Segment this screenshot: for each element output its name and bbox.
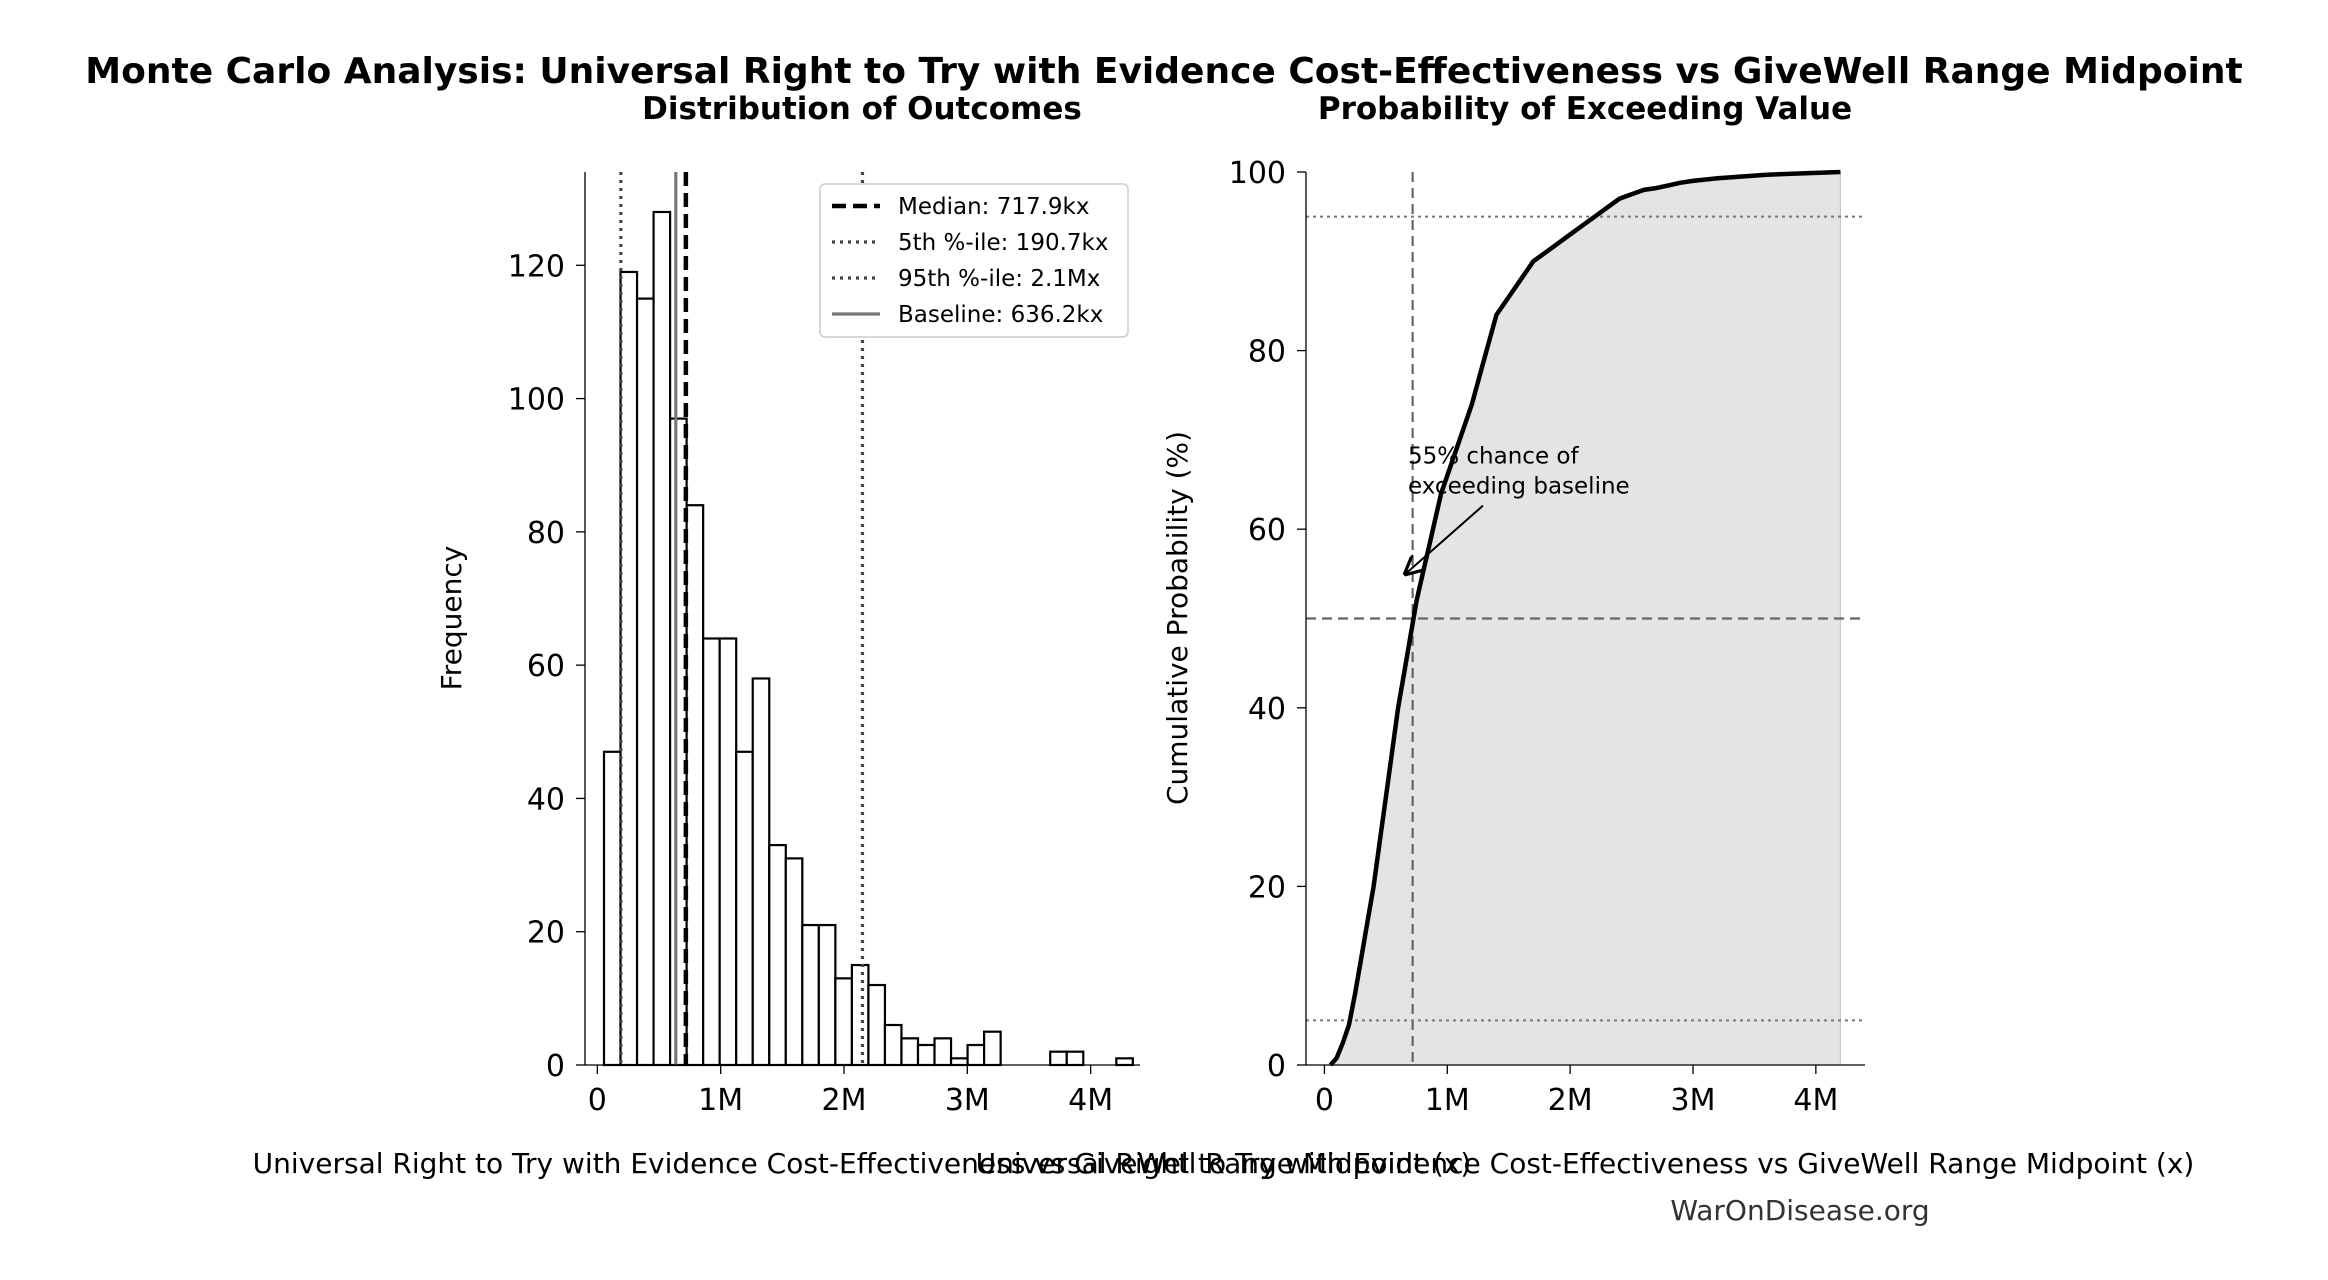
y-tick-label: 60	[1248, 513, 1286, 548]
histogram-bar	[834, 977, 853, 1067]
y-tick-label: 80	[1248, 335, 1286, 370]
x-tick-label: 0	[1315, 1083, 1334, 1118]
histogram-bar	[1049, 1050, 1068, 1067]
exceedance-title: Probability of Exceeding Value	[1318, 91, 1852, 127]
x-tick-label: 1M	[1425, 1083, 1470, 1118]
histogram-bar	[801, 923, 820, 1067]
histogram-bar	[900, 1037, 920, 1067]
histogram-bar	[867, 983, 887, 1067]
y-tick-label: 100	[1229, 156, 1286, 191]
y-tick-label: 40	[527, 782, 565, 817]
histogram-bar	[735, 750, 754, 1067]
histogram-bar	[933, 1037, 953, 1067]
histogram-bar	[1065, 1050, 1085, 1067]
histogram-x-label: Universal Right to Try with Evidence Cos…	[253, 1147, 1472, 1180]
histogram-bar	[949, 1057, 969, 1067]
y-tick-label: 20	[1248, 870, 1286, 905]
y-tick-label: 80	[527, 516, 565, 551]
histogram-bar	[983, 1030, 1002, 1067]
exceedance-reference-lines	[1306, 172, 1865, 1065]
watermark: WarOnDisease.org	[1670, 1194, 1929, 1227]
exceedance-x-label: Universal Right to Try with Evidence Cos…	[976, 1147, 2195, 1180]
y-tick-label: 40	[1248, 692, 1286, 727]
exceedance-panel: Probability of Exceeding Value 0 1M 2M 3M 4M…	[976, 91, 2195, 1180]
x-tick-label: 3M	[945, 1083, 990, 1118]
x-tick-label: 3M	[1671, 1083, 1716, 1118]
histogram-bars	[602, 210, 1134, 1067]
exceedance-y-ticks: 0 20 40 60 80 100	[1229, 156, 1306, 1084]
x-tick-label: 4M	[1793, 1083, 1838, 1118]
histogram-bar	[850, 963, 870, 1067]
exceedance-x-ticks: 0 1M 2M 3M 4M	[1315, 1065, 1838, 1118]
legend-label-median: Median: 717.9kx	[898, 194, 1090, 220]
y-tick-label: 120	[508, 249, 565, 284]
histogram-bar	[1115, 1057, 1134, 1067]
y-tick-label: 0	[546, 1049, 565, 1084]
histogram-bar	[635, 297, 655, 1067]
y-tick-label: 0	[1267, 1049, 1286, 1084]
histogram-bar	[966, 1043, 986, 1067]
x-tick-label: 2M	[822, 1083, 867, 1118]
figure-title: Monte Carlo Analysis: Universal Right to…	[85, 51, 2242, 92]
histogram-bar	[751, 677, 771, 1067]
histogram-x-ticks: 0 1M 2M 3M 4M	[588, 1065, 1113, 1118]
y-tick-label: 100	[508, 383, 565, 418]
legend-box	[819, 183, 1129, 338]
legend-label-95th-percentile: 95th %-ile: 2.1Mx	[898, 266, 1100, 292]
legend-label-baseline: Baseline: 636.2kx	[898, 302, 1103, 328]
histogram-bar	[718, 637, 738, 1067]
histogram-bar	[602, 750, 622, 1067]
histogram-bar	[685, 504, 705, 1067]
histogram-y-label: Frequency	[435, 546, 468, 691]
x-tick-label: 4M	[1068, 1083, 1113, 1118]
histogram-title: Distribution of Outcomes	[642, 91, 1082, 127]
histogram-panel: Distribution of Outcomes 0 1M 2M 3M 4M 0 20 40…	[253, 91, 1472, 1180]
y-tick-label: 60	[527, 649, 565, 684]
x-tick-label: 2M	[1548, 1083, 1593, 1118]
histogram-bar	[817, 923, 837, 1067]
histogram-bar	[883, 1023, 903, 1067]
histogram-bar	[652, 210, 672, 1067]
legend-label-5th-percentile: 5th %-ile: 190.7kx	[898, 230, 1108, 256]
histogram-y-ticks: 0 20 40 60 80 100 120	[508, 249, 585, 1084]
histogram-reference-lines	[619, 172, 865, 1065]
histogram-legend: Median: 717.9kx 5th %-ile: 190.7kx 95th …	[819, 183, 1129, 338]
histogram-bar	[768, 843, 787, 1067]
histogram-bar	[619, 270, 639, 1067]
exceedance-curve	[1328, 169, 1841, 1067]
annotation-line-1: 55% chance of	[1408, 444, 1580, 470]
annotation-arrow	[1406, 504, 1484, 574]
x-tick-label: 1M	[698, 1083, 743, 1118]
exceedance-annotation: 55% chance of exceeding baseline	[1406, 444, 1630, 574]
y-tick-label: 20	[527, 916, 565, 951]
histogram-bar	[702, 637, 721, 1067]
annotation-line-2: exceeding baseline	[1408, 474, 1630, 500]
x-tick-label: 0	[588, 1083, 607, 1118]
histogram-bar	[916, 1043, 936, 1067]
histogram-bar	[784, 857, 804, 1067]
exceedance-y-label: Cumulative Probability (%)	[1161, 431, 1194, 805]
